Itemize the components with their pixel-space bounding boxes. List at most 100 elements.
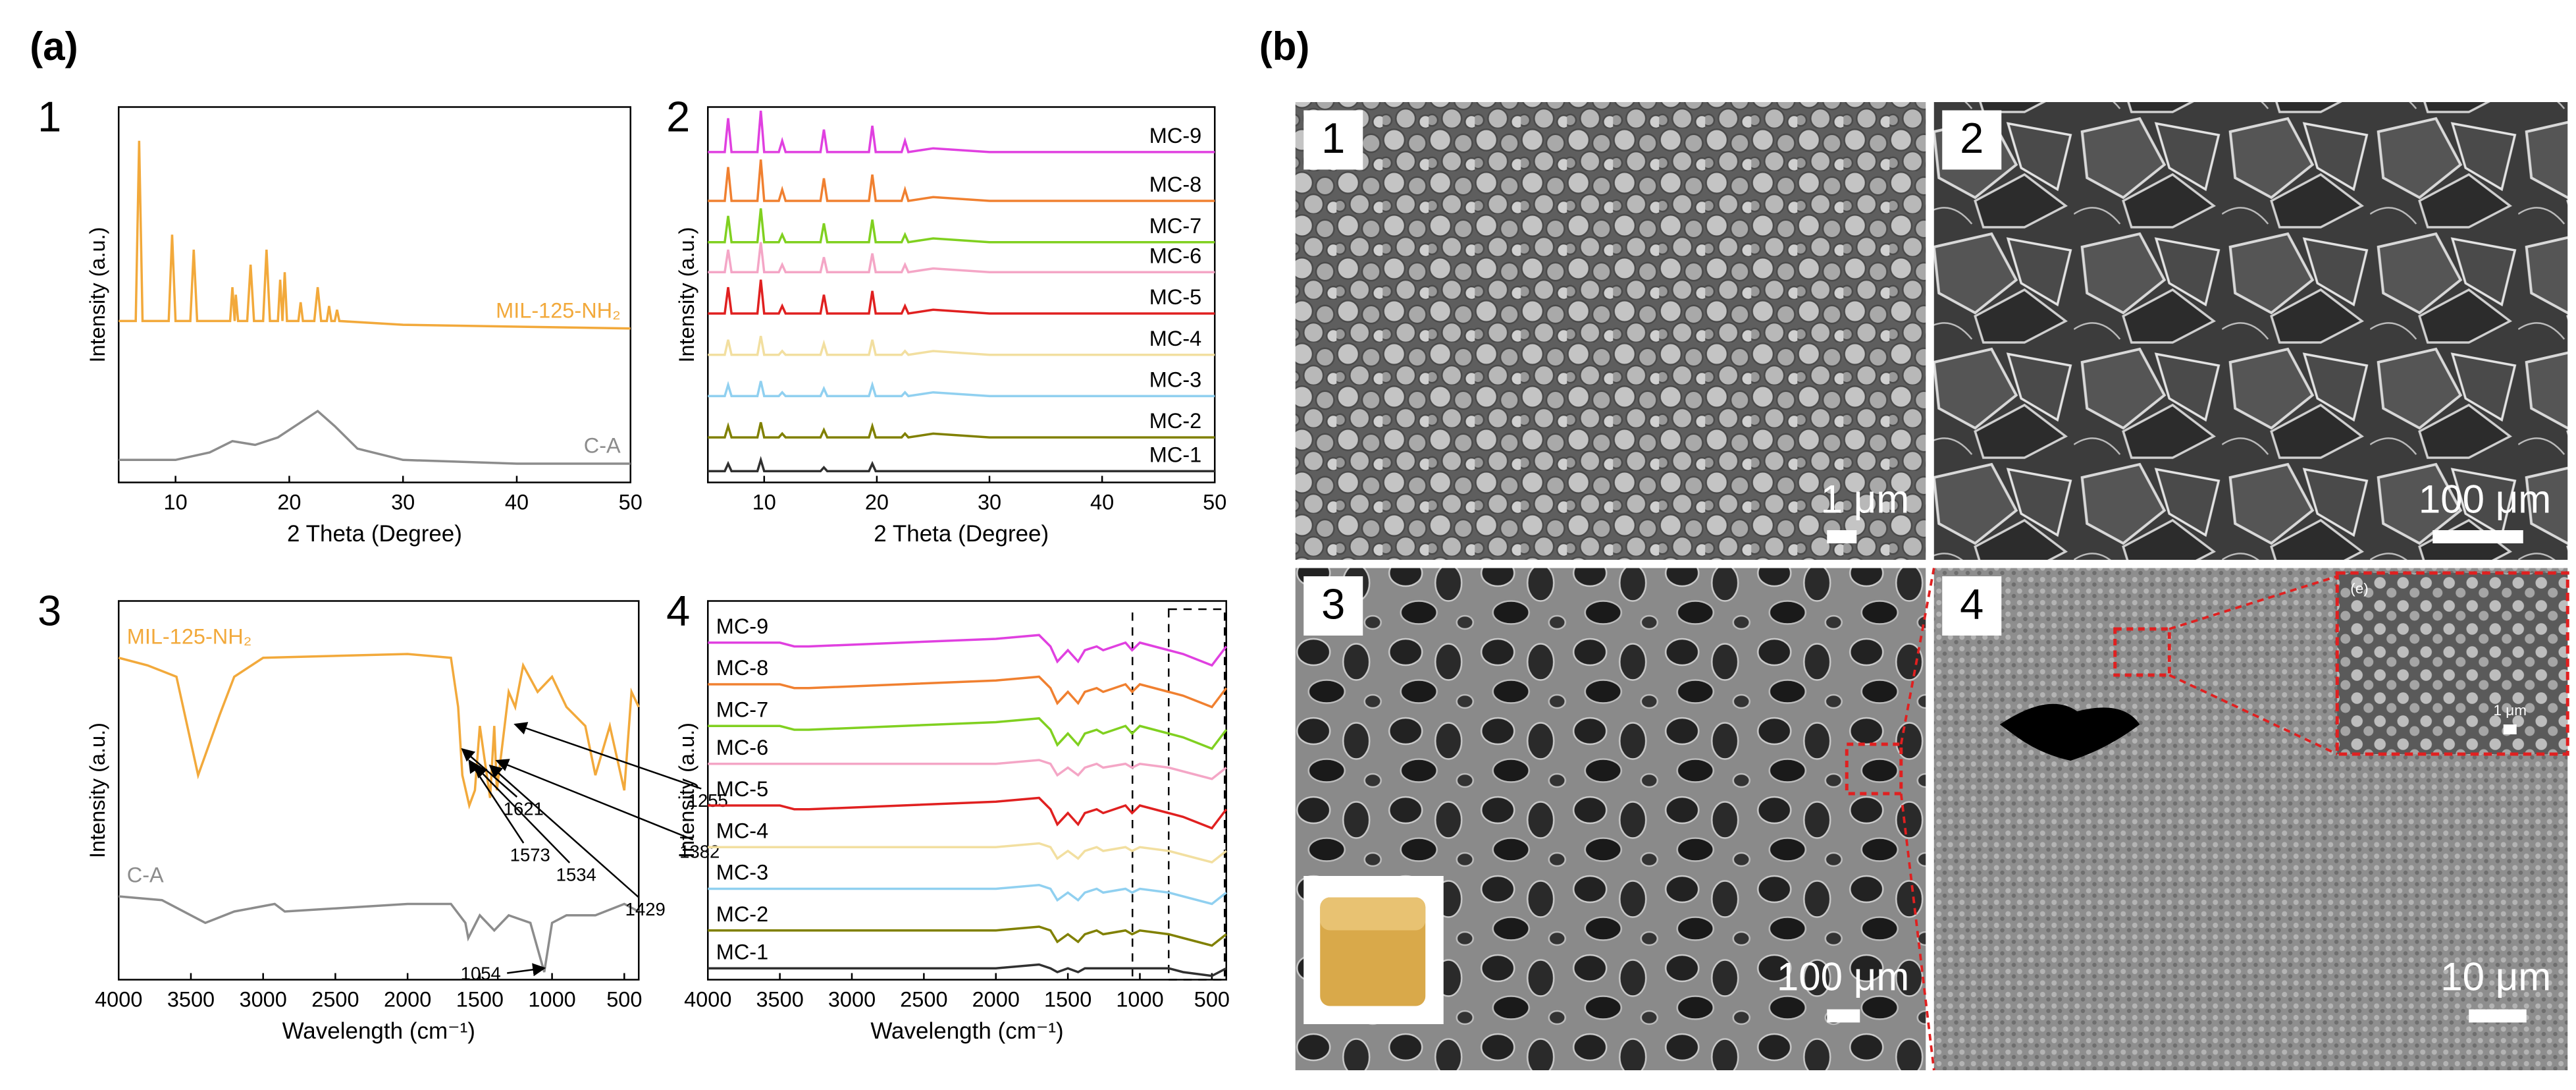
- peak-label: 1382: [679, 841, 720, 861]
- peak-arrow: [488, 764, 640, 898]
- peak-arrow: [495, 759, 694, 841]
- series-line: [708, 456, 1215, 473]
- panel-number-box: [1942, 110, 2002, 170]
- inset-label: (e): [2350, 580, 2369, 597]
- series-label: MIL-125-NH₂: [127, 624, 252, 648]
- series-line: [708, 381, 1215, 398]
- series-label: MC-4: [1149, 327, 1201, 350]
- series-line: [708, 963, 1227, 977]
- x-tick-label: 3000: [828, 988, 876, 1012]
- scale-bar: [1827, 530, 1857, 543]
- series-label: MIL-125-NH₂: [496, 298, 621, 322]
- series-line: [708, 634, 1228, 667]
- series-label: MC-7: [1149, 214, 1201, 238]
- zoom-line: [2169, 674, 2338, 755]
- x-tick-label: 1500: [456, 988, 504, 1012]
- series-label: MC-2: [1149, 409, 1201, 433]
- series-line: [708, 842, 1227, 864]
- scale-label: 100 μm: [2419, 477, 2551, 521]
- series-line: [708, 242, 1215, 274]
- scale-label: 10 μm: [2440, 954, 2551, 998]
- peak-label: 1573: [510, 844, 550, 865]
- y-axis-label: Intensity (a.u.): [675, 722, 698, 858]
- x-tick-label: 40: [1090, 491, 1114, 514]
- x-tick-label: 10: [752, 491, 776, 514]
- series-label: MC-1: [716, 940, 768, 964]
- panel-number-box: [1942, 576, 2002, 636]
- panel-number: 2: [666, 93, 690, 141]
- series-label: MC-4: [716, 819, 768, 842]
- x-tick-label: 2500: [900, 988, 947, 1012]
- inset: [2335, 571, 2569, 756]
- series-line: [118, 895, 640, 973]
- sample-cube-top: [1320, 897, 1426, 931]
- x-tick-label: 1000: [1116, 988, 1163, 1012]
- x-tick-label: 4000: [684, 988, 731, 1012]
- x-tick-label: 4000: [95, 988, 142, 1012]
- x-tick-label: 50: [1203, 491, 1226, 514]
- series-label: C-A: [127, 863, 164, 887]
- zoom-line: [2169, 575, 2338, 630]
- panel-number-box: [1303, 576, 1363, 636]
- y-axis-label: Intensity (a.u.): [86, 227, 109, 363]
- panel-number: 1: [1321, 114, 1345, 162]
- series-line: [708, 159, 1215, 202]
- panel-number: 1: [38, 93, 61, 141]
- scale-bar: [2503, 724, 2517, 734]
- inset-scale-label: 1 μm: [2494, 702, 2527, 719]
- series-line: [708, 883, 1227, 906]
- series-label: MC-8: [1149, 173, 1201, 196]
- scale-bar: [2469, 1009, 2527, 1023]
- x-tick-label: 2000: [972, 988, 1020, 1012]
- series-line: [708, 279, 1215, 315]
- x-tick-label: 2500: [311, 988, 359, 1012]
- series-line: [708, 335, 1215, 356]
- peak-arrow: [507, 963, 546, 977]
- series-line: [708, 759, 1227, 780]
- x-axis-label: Wavelength (cm⁻¹): [870, 1018, 1063, 1044]
- series-label: MC-8: [716, 656, 768, 680]
- sem-labels: 1 2 3 4 1 μm 100 μm 100 μm 10 μm (e) 1 μ…: [1303, 110, 2551, 1023]
- crack: [1999, 703, 2140, 761]
- x-axis-label: 2 Theta (Degree): [287, 521, 462, 547]
- series-line: [708, 796, 1228, 830]
- highlight-box: [1168, 608, 1226, 981]
- peak-label: 1054: [461, 963, 501, 983]
- series-line: [118, 410, 631, 465]
- series-line: [118, 653, 640, 810]
- x-tick-label: 40: [505, 491, 529, 514]
- peak-label: 1429: [625, 899, 666, 919]
- plot-frame: [707, 600, 1227, 981]
- panel-number: 4: [1960, 580, 1984, 628]
- series-line: [708, 422, 1215, 439]
- x-tick-label: 3500: [167, 988, 215, 1012]
- x-axis-label: 2 Theta (Degree): [874, 521, 1049, 547]
- x-tick-label: 10: [164, 491, 188, 514]
- panel-number: 4: [666, 587, 690, 635]
- series-label: MC-9: [1149, 124, 1201, 148]
- series-label: MC-7: [716, 697, 768, 721]
- scale-label: 1 μm: [1821, 477, 1910, 521]
- panel-number: 3: [1321, 580, 1345, 628]
- x-axis-label: Wavelength (cm⁻¹): [282, 1018, 475, 1044]
- series-label: MC-1: [1149, 443, 1201, 466]
- panel-number: 2: [1960, 114, 1984, 162]
- series-line: [708, 717, 1228, 750]
- zoom-line: [1899, 793, 1935, 1071]
- x-tick-label: 30: [391, 491, 415, 514]
- series-label: MC-6: [716, 736, 768, 759]
- series-label: MC-3: [1149, 368, 1201, 391]
- series-line: [708, 208, 1215, 244]
- series-label: MC-9: [716, 614, 768, 638]
- y-axis-label: Intensity (a.u.): [675, 227, 698, 363]
- peak-arrow: [473, 764, 571, 863]
- panel-number: 3: [38, 587, 61, 635]
- panel-number-box: [1303, 110, 1363, 170]
- sem-image: [1933, 102, 2568, 560]
- scale-bar: [2432, 530, 2523, 543]
- plot-frame: [118, 106, 631, 483]
- x-tick-label: 20: [277, 491, 301, 514]
- series-label: MC-2: [716, 902, 768, 926]
